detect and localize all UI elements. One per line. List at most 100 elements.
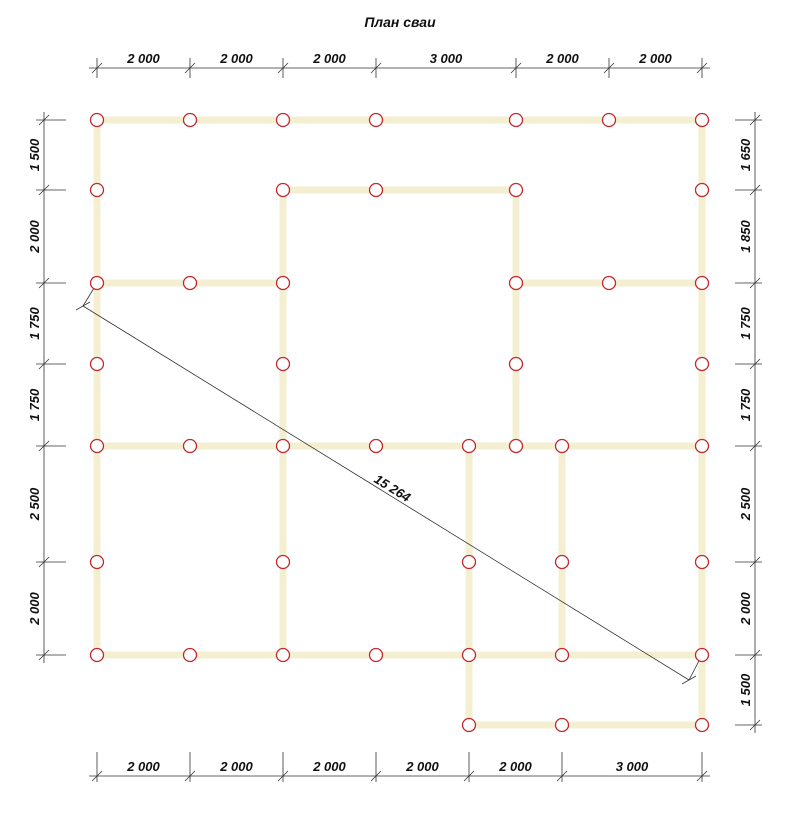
dimension-tick xyxy=(38,556,50,568)
bottom-dimension-label: 2 000 xyxy=(498,759,532,774)
pile xyxy=(508,275,524,291)
bottom-dimension-label: 2 000 xyxy=(405,759,439,774)
left-dimension-label: 1 750 xyxy=(27,388,42,421)
pile xyxy=(89,647,105,663)
dimension-tick xyxy=(749,114,761,126)
pile xyxy=(601,112,617,128)
pile xyxy=(89,112,105,128)
pile xyxy=(508,356,524,372)
pile xyxy=(694,182,710,198)
dimension-tick xyxy=(749,184,761,196)
pile xyxy=(694,356,710,372)
pile xyxy=(461,647,477,663)
pile xyxy=(182,647,198,663)
right-dimension-label: 1 850 xyxy=(738,219,753,252)
pile xyxy=(461,717,477,733)
dimension-tick xyxy=(184,770,196,782)
pile xyxy=(601,275,617,291)
pile xyxy=(694,438,710,454)
pile xyxy=(275,112,291,128)
foundation-beams xyxy=(93,116,706,729)
pile xyxy=(89,438,105,454)
pile xyxy=(89,275,105,291)
pile xyxy=(275,356,291,372)
pile xyxy=(89,182,105,198)
right-dimension-label: 1 750 xyxy=(738,388,753,421)
pile xyxy=(89,356,105,372)
pile xyxy=(694,717,710,733)
pile xyxy=(275,647,291,663)
pile xyxy=(368,438,384,454)
dimension-tick xyxy=(277,770,289,782)
pile xyxy=(694,112,710,128)
top-dimension-label: 2 000 xyxy=(219,51,253,66)
right-dimension-label: 2 000 xyxy=(738,591,753,625)
diagonal-line xyxy=(82,305,690,681)
pile xyxy=(182,438,198,454)
pile xyxy=(368,112,384,128)
dimension-tick xyxy=(463,770,475,782)
dimension-tick xyxy=(38,114,50,126)
dimension-tick xyxy=(91,770,103,782)
dimension-tick xyxy=(370,770,382,782)
pile xyxy=(508,438,524,454)
pile xyxy=(508,112,524,128)
dimension-tick xyxy=(38,277,50,289)
dimension-tick xyxy=(184,62,196,74)
drawing-title: План сваи xyxy=(364,14,436,30)
dimension-tick xyxy=(91,62,103,74)
piles xyxy=(89,112,710,733)
dimension-tick xyxy=(510,62,522,74)
dimension-tick xyxy=(38,649,50,661)
dimension-tick xyxy=(749,719,761,731)
pile xyxy=(89,554,105,570)
left-dimension-label: 1 750 xyxy=(27,306,42,339)
dimension-tick xyxy=(749,358,761,370)
pile xyxy=(275,182,291,198)
pile xyxy=(554,554,570,570)
dimension-tick xyxy=(370,62,382,74)
pile xyxy=(275,554,291,570)
diagonal-dimension: 15 264 xyxy=(75,282,703,685)
pile xyxy=(694,647,710,663)
dimension-tick xyxy=(696,770,708,782)
dimension-tick xyxy=(603,62,615,74)
right-dimension-label: 1 500 xyxy=(738,673,753,706)
dimension-tick xyxy=(556,770,568,782)
dimension-tick xyxy=(749,440,761,452)
dimension-tick xyxy=(38,358,50,370)
pile xyxy=(694,554,710,570)
bottom-dimension-label: 2 000 xyxy=(126,759,160,774)
pile xyxy=(182,112,198,128)
bottom-dimension-label: 3 000 xyxy=(616,759,649,774)
left-dimension-label: 2 500 xyxy=(27,487,42,521)
bottom-dimension-label: 2 000 xyxy=(219,759,253,774)
pile xyxy=(554,438,570,454)
pile xyxy=(368,647,384,663)
dimension-tick xyxy=(749,649,761,661)
right-dimension-label: 1 750 xyxy=(738,306,753,339)
pile xyxy=(182,275,198,291)
dimension-tick xyxy=(749,277,761,289)
pile xyxy=(554,647,570,663)
dimension-tick xyxy=(749,556,761,568)
pile xyxy=(275,438,291,454)
top-dimension-label: 2 000 xyxy=(638,51,672,66)
dimension-tick xyxy=(277,62,289,74)
dimension-tick xyxy=(696,62,708,74)
bottom-dimension-label: 2 000 xyxy=(312,759,346,774)
top-dimension-label: 3 000 xyxy=(430,51,463,66)
dimension-lines: 2 000 2 000 2 000 3 000 2 000 2 000 2 000 2 000… xyxy=(27,51,762,782)
right-dimension-label: 1 650 xyxy=(738,138,753,171)
pile xyxy=(508,182,524,198)
pile xyxy=(554,717,570,733)
dimension-tick xyxy=(38,184,50,196)
right-dimension-label: 2 500 xyxy=(738,487,753,521)
top-dimension-label: 2 000 xyxy=(312,51,346,66)
pile xyxy=(275,275,291,291)
pile xyxy=(694,275,710,291)
pile xyxy=(461,554,477,570)
top-dimension-label: 2 000 xyxy=(545,51,579,66)
dimension-tick xyxy=(38,440,50,452)
